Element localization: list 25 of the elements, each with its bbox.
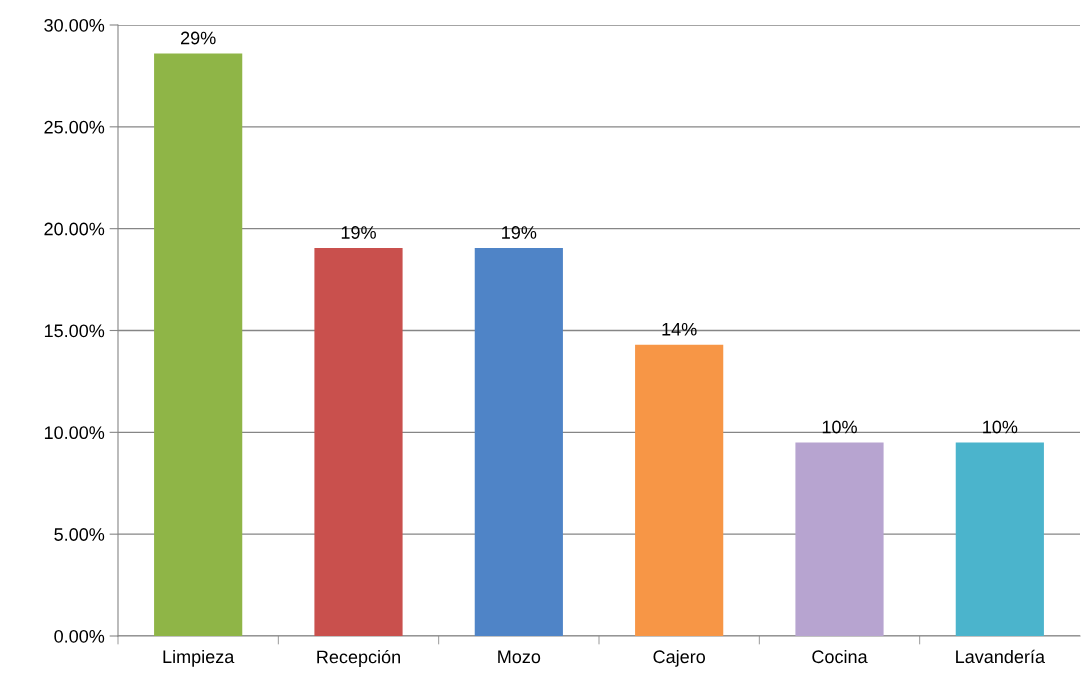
x-tick-label: Cocina — [812, 649, 868, 664]
bar — [154, 53, 243, 636]
y-tick-label: 25.00% — [44, 120, 105, 134]
data-label: 10% — [822, 420, 857, 434]
bar — [955, 442, 1044, 636]
data-label: 14% — [662, 322, 697, 336]
bar — [635, 344, 724, 636]
y-tick-label: 20.00% — [44, 222, 105, 236]
data-label: 29% — [181, 31, 216, 45]
y-tick-label: 5.00% — [54, 528, 105, 541]
x-tick-label: Lavandería — [956, 649, 1046, 664]
bar — [474, 248, 563, 636]
x-tick-label: Mozo — [498, 650, 541, 664]
y-tick-label: 15.00% — [44, 324, 105, 338]
data-label: 19% — [341, 226, 376, 239]
y-tick-label: 10.00% — [44, 426, 105, 440]
x-tick-label: Limpieza — [163, 649, 235, 667]
x-tick-label: Recepción — [317, 649, 400, 667]
bar — [795, 442, 884, 636]
x-tick-label: Cajero — [653, 649, 706, 667]
bar — [314, 248, 403, 636]
y-tick-label: 30.00% — [44, 18, 105, 32]
data-label: 19% — [502, 226, 537, 239]
y-tick-label: 0.00% — [54, 629, 105, 643]
data-label: 10% — [983, 420, 1018, 434]
